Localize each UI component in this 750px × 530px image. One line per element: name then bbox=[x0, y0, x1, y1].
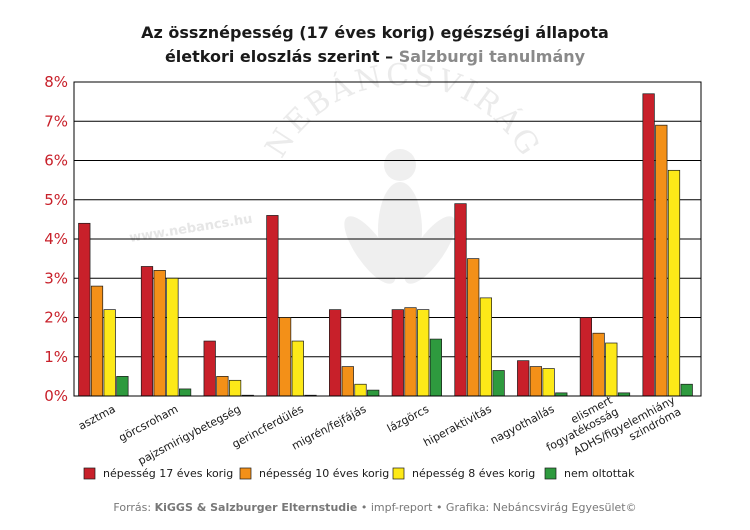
legend-item: népesség 17 éves korig bbox=[83, 467, 233, 480]
bar bbox=[116, 376, 129, 397]
bar bbox=[354, 383, 367, 397]
bar bbox=[605, 342, 618, 397]
bar bbox=[78, 222, 91, 397]
gridlines bbox=[74, 120, 701, 358]
x-tick-label-text: asztma bbox=[76, 402, 117, 432]
chart-title-line1: Az össznépesség (17 éves korig) egészség… bbox=[141, 23, 609, 42]
x-tick-label: lázgörcs bbox=[385, 402, 431, 435]
bar bbox=[467, 258, 480, 397]
source-prefix: Forrás: bbox=[113, 501, 154, 514]
bar bbox=[229, 379, 242, 397]
x-tick-label-line: pajzsmirigybetegség bbox=[136, 402, 243, 467]
chart-subtitle: Salzburgi tanulmány bbox=[399, 47, 586, 66]
bar bbox=[153, 270, 166, 397]
legend: népesség 17 éves korig népesség 10 éves k… bbox=[83, 467, 635, 480]
bar bbox=[404, 307, 417, 397]
y-tick-label: 6% bbox=[44, 152, 68, 170]
legend-swatch bbox=[544, 467, 557, 480]
legend-swatch bbox=[239, 467, 252, 480]
bar bbox=[266, 215, 279, 397]
legend-label: népesség 8 éves korig bbox=[412, 467, 535, 480]
x-tick-label: hiperaktivitás bbox=[421, 402, 494, 449]
legend-label: népesség 10 éves korig bbox=[259, 467, 389, 480]
watermark-flower-icon bbox=[344, 149, 456, 284]
x-tick-label-text: lázgörcs bbox=[385, 402, 431, 435]
bar bbox=[90, 285, 104, 397]
legend-label: népesség 17 éves korig bbox=[103, 467, 233, 480]
bar bbox=[529, 366, 543, 397]
chart-title-line2: életkori eloszlás szerint – Salzburgi ta… bbox=[165, 47, 586, 66]
bar bbox=[166, 277, 179, 397]
source-note: Forrás: KiGGS & Salzburger Elternstudie … bbox=[113, 501, 636, 514]
chart-title-line2-main: életkori eloszlás szerint – bbox=[165, 47, 399, 66]
bar bbox=[140, 266, 154, 397]
bar bbox=[103, 309, 116, 397]
bar bbox=[579, 317, 593, 397]
bar bbox=[179, 388, 192, 397]
bar bbox=[667, 169, 681, 397]
legend-swatch bbox=[392, 467, 405, 480]
bar bbox=[479, 297, 492, 397]
bar bbox=[391, 309, 404, 397]
watermark-url: www.nebancs.hu bbox=[128, 212, 253, 246]
x-tick-label: asztma bbox=[76, 402, 117, 432]
x-tick-label-line: asztma bbox=[76, 402, 117, 432]
y-tick-label: 0% bbox=[44, 387, 68, 405]
bar bbox=[329, 309, 342, 397]
bar bbox=[291, 340, 304, 397]
bar bbox=[203, 340, 216, 397]
legend-item: nem oltottak bbox=[544, 467, 635, 480]
x-tick-label-text: hiperaktivitás bbox=[421, 402, 494, 449]
y-tick-label: 4% bbox=[44, 230, 68, 248]
bar bbox=[517, 360, 530, 397]
y-tick-label: 2% bbox=[44, 309, 68, 327]
bar bbox=[367, 389, 380, 397]
x-tick-label-line: hiperaktivitás bbox=[421, 402, 494, 449]
legend-swatch bbox=[83, 467, 96, 480]
bar bbox=[429, 338, 442, 397]
plot-frame bbox=[73, 81, 702, 397]
bar bbox=[279, 317, 292, 397]
x-axis-tick-labels: asztma görcsrohampajzsmirigybetegséggerin… bbox=[76, 393, 683, 467]
y-tick-label: 7% bbox=[44, 112, 68, 130]
y-tick-label: 5% bbox=[44, 191, 68, 209]
bar bbox=[680, 383, 693, 397]
y-tick-label: 3% bbox=[44, 269, 68, 287]
source-strong: KiGGS & Salzburger Elternstudie bbox=[155, 501, 358, 514]
bars bbox=[78, 93, 693, 397]
legend-item: népesség 8 éves korig bbox=[392, 467, 535, 480]
bar bbox=[417, 309, 430, 397]
legend-label: nem oltottak bbox=[564, 467, 635, 480]
bar bbox=[492, 370, 505, 397]
y-axis-tick-labels: 0% 1% 2% 3% 4% 5% 6% 7% 8% bbox=[44, 73, 68, 405]
bar bbox=[542, 368, 555, 397]
y-tick-label: 1% bbox=[44, 348, 68, 366]
x-tick-label-line: lázgörcs bbox=[385, 402, 431, 435]
source-rest: • impf-report • Grafika: Nebáncsvirág Eg… bbox=[357, 501, 636, 514]
bar bbox=[642, 93, 655, 397]
y-tick-label: 8% bbox=[44, 73, 68, 91]
watermark-arc-text: NEBÁNCSVIRÁG bbox=[259, 58, 548, 164]
bar bbox=[592, 332, 605, 397]
bar bbox=[341, 366, 354, 397]
bar bbox=[216, 376, 229, 397]
x-tick-label: pajzsmirigybetegség bbox=[136, 402, 243, 467]
x-tick-label-text: pajzsmirigybetegség bbox=[136, 402, 243, 467]
bar bbox=[454, 203, 467, 397]
bar bbox=[655, 124, 668, 397]
legend-item: népesség 10 éves korig bbox=[239, 467, 389, 480]
watermark: NEBÁNCSVIRÁG www.nebancs.hu bbox=[128, 58, 548, 284]
